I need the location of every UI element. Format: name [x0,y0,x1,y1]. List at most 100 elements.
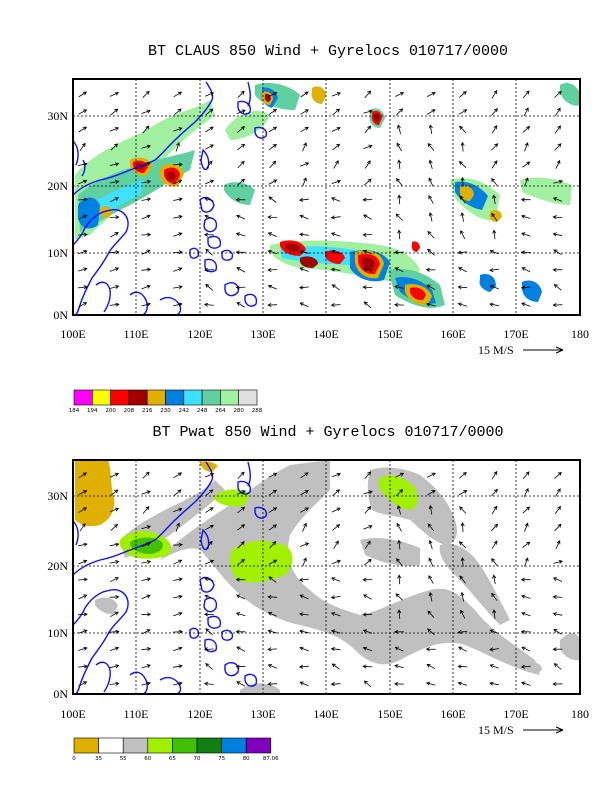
wind-vector-arrow [492,574,497,585]
wind-vector-arrow [235,629,246,634]
top-y-axis: 30N 20N 10N 0N [47,109,68,322]
wind-vector-arrow [362,249,373,255]
wind-vector-arrow [109,215,120,220]
wind-vector-arrow [491,540,498,549]
wind-vector-arrow [268,472,278,478]
wind-vector-arrow [457,629,468,634]
wind-vector-arrow [110,108,119,116]
wind-vector-arrow [77,612,88,617]
wind-vector-arrow [268,179,278,185]
x-tick-label: 160E [440,707,465,721]
wind-vector-arrow [552,267,563,272]
wind-vector-arrow [489,629,499,634]
bottom-y-axis: 30N 20N 10N 0N [47,489,68,701]
wind-vector-arrow [141,629,151,635]
wind-vector-arrow [110,611,119,618]
wind-vector-arrow [267,682,278,687]
wind-vector-arrow [428,124,433,135]
wind-vector-arrow [267,215,278,220]
wind-vector-arrow [109,302,120,307]
wind-vector-arrow [330,647,341,652]
wind-vector-arrow [141,647,152,652]
wind-vector-arrow [110,232,119,238]
wind-vector-arrow [109,92,120,97]
wind-vector-arrow [173,232,183,237]
wind-vector-arrow [459,91,467,98]
wind-vector-arrow [491,143,499,151]
wind-vector-arrow [394,267,404,273]
wind-vector-arrow [364,90,372,99]
wind-vector-arrow [362,197,373,202]
wind-vector-arrow [395,92,405,97]
wind-vector-arrow [269,540,277,549]
wind-vector-arrow [300,109,309,115]
wind-vector-arrow [237,471,245,479]
wind-vector-arrow [425,647,436,652]
wind-vector-arrow [141,232,152,237]
wind-vector-arrow [78,507,88,513]
wind-vector-arrow [489,302,499,307]
colorbar-label: 230 [160,408,171,414]
wind-vector-arrow [173,681,183,686]
wind-vector-arrow [236,681,246,687]
x-tick-label: 170E [503,707,528,721]
wind-vector-arrow [552,197,563,202]
wind-vector-arrow [109,179,120,184]
wind-vector-arrow [397,539,402,550]
x-tick-label: 120E [187,327,212,341]
wind-vector-arrow [173,559,183,565]
wind-vector-arrow [491,470,498,480]
wind-vector-arrow [394,664,404,669]
wind-vector-arrow [268,524,277,531]
wind-vector-arrow [109,664,120,669]
x-tick-label: 110E [124,707,149,721]
wind-vector-arrow [109,629,120,634]
wind-vector-arrow [206,160,213,169]
wind-vector-arrow [460,141,465,152]
wind-vector-arrow [330,249,341,254]
wind-vector-arrow [522,161,531,168]
wind-vector-arrow [236,594,246,600]
wind-vector-arrow [175,142,180,152]
wind-vector-arrow [552,577,563,582]
wind-vector-arrow [109,285,120,289]
wind-vector-arrow [457,302,468,307]
wind-vector-arrow [205,248,213,256]
y-tick-label: 20N [47,179,68,193]
wind-vector-arrow [236,267,246,273]
wind-vector-arrow [428,159,433,170]
colorbar-label: 200 [105,408,116,414]
wind-vector-arrow [299,646,309,652]
wind-vector-arrow [362,664,373,669]
wind-vector-arrow [331,559,342,565]
wind-vector-arrow [491,212,498,222]
wind-vector-arrow [362,612,373,617]
wind-vector-arrow [204,214,214,220]
wind-vector-arrow [78,179,88,185]
wind-vector-arrow [331,507,341,513]
wind-vector-arrow [267,232,277,237]
wind-vector-arrow [203,612,214,617]
wind-vector-arrow [427,610,435,618]
wind-vector-arrow [109,507,120,513]
wind-vector-arrow [457,250,468,255]
wind-vector-arrow [173,214,183,219]
wind-vector-arrow [428,504,433,515]
bottom-vector-reference: 15 M/S [478,723,564,737]
wind-vector-arrow [298,197,309,202]
colorbar-swatch [73,737,99,754]
wind-vector-arrow [173,489,182,497]
wind-vector-arrow [332,108,341,116]
wind-vector-arrow [520,664,531,669]
wind-vector-arrow [110,489,119,496]
wind-vector-arrow [554,471,562,479]
wind-vector-arrow [299,629,309,634]
wind-vector-arrow [427,109,436,115]
wind-vector-arrow [173,612,183,617]
wind-vector-arrow [330,232,341,237]
wind-vector-arrow [173,577,183,582]
wind-vector-arrow [363,109,373,114]
wind-vector-arrow [489,284,499,290]
wind-vector-arrow [521,302,531,307]
